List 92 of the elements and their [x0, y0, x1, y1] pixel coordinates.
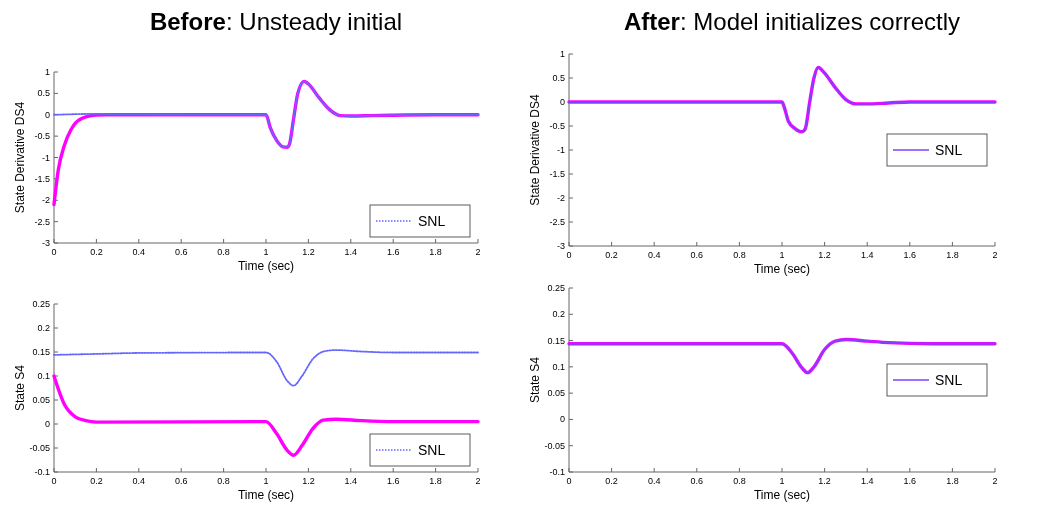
- y-tick-label: -2.5: [34, 216, 50, 227]
- y-tick-label: 0.5: [37, 88, 50, 99]
- x-tick-label: 0.2: [90, 247, 103, 257]
- y-tick-label: -2: [556, 193, 565, 203]
- y-tick-label: 0.2: [552, 309, 565, 320]
- y-tick-label: -1.5: [549, 169, 565, 179]
- y-tick-label: -0.5: [34, 131, 50, 142]
- x-tick-label: 1.6: [386, 476, 400, 486]
- x-tick-label: 1.2: [818, 250, 831, 260]
- x-tick-label: 1.4: [860, 250, 874, 260]
- x-tick-label: 0.6: [174, 247, 188, 257]
- y-tick-label: -0.1: [549, 467, 565, 477]
- y-tick-label: 0.1: [37, 371, 50, 381]
- x-tick-label: 0: [566, 476, 572, 486]
- x-tick-label: 1.6: [903, 250, 917, 260]
- x-tick-label: 0: [51, 247, 57, 257]
- y-tick-label: 1: [44, 67, 50, 77]
- x-tick-label: 1.4: [860, 476, 874, 486]
- y-tick-label: -3: [41, 238, 50, 248]
- x-tick-label: 0.6: [174, 476, 188, 486]
- x-axis-title: Time (sec): [753, 262, 811, 276]
- y-tick-label: 1: [559, 49, 565, 59]
- y-tick-label: 0.25: [32, 299, 50, 309]
- y-axis-title: State Derivative DS4: [13, 101, 27, 214]
- x-tick-label: 0.8: [217, 247, 230, 257]
- x-tick-label: 0: [566, 250, 572, 260]
- x-tick-label: 0.4: [647, 250, 661, 260]
- x-tick-label: 1.4: [344, 476, 358, 486]
- y-tick-label: -0.05: [29, 443, 50, 453]
- x-tick-label: 0.8: [217, 476, 230, 486]
- y-tick-label: -3: [556, 241, 565, 251]
- x-tick-label: 1.8: [429, 476, 442, 486]
- legend-label: SNL: [418, 213, 446, 229]
- y-tick-label: -1: [556, 145, 565, 155]
- y-tick-label: 0: [559, 414, 565, 425]
- x-tick-label: 0.4: [132, 476, 146, 486]
- y-tick-label: 0: [44, 419, 50, 429]
- chart-title: Before: Unsteady initial: [149, 8, 403, 35]
- y-tick-label: 0.15: [547, 335, 565, 346]
- x-tick-label: 1: [779, 250, 785, 260]
- x-tick-label: 2: [992, 476, 998, 486]
- y-tick-label: -0.1: [34, 467, 50, 477]
- x-tick-label: 0.2: [605, 250, 618, 260]
- chart-title: After: Model initializes correctly: [623, 8, 961, 35]
- y-tick-label: 0.2: [37, 323, 50, 333]
- legend-label: SNL: [935, 142, 963, 158]
- x-tick-label: 0.6: [690, 250, 704, 260]
- x-tick-label: 0.8: [733, 250, 746, 260]
- y-tick-label: 0.5: [552, 73, 565, 83]
- x-tick-label: 1.2: [302, 476, 315, 486]
- x-tick-label: 1.8: [429, 247, 442, 257]
- legend-label: SNL: [418, 442, 446, 458]
- y-tick-label: 0.15: [32, 347, 50, 357]
- x-axis-title: Time (sec): [237, 259, 295, 273]
- x-tick-label: 1.4: [344, 247, 358, 257]
- y-tick-label: -2.5: [549, 217, 565, 227]
- x-tick-label: 2: [992, 250, 998, 260]
- y-axis-title: State S4: [528, 356, 542, 404]
- x-tick-label: 0.8: [733, 476, 746, 486]
- y-axis-title: State Derivative DS4: [528, 93, 542, 206]
- y-tick-label: 0.05: [547, 388, 565, 399]
- x-tick-label: 2: [475, 247, 481, 257]
- y-axis-title: State S4: [13, 364, 27, 412]
- y-tick-label: 0.05: [32, 395, 50, 405]
- x-tick-label: 0: [51, 476, 57, 486]
- x-tick-label: 1.2: [302, 247, 315, 257]
- x-tick-label: 1.8: [946, 476, 959, 486]
- y-tick-label: -2: [41, 195, 50, 206]
- x-axis-title: Time (sec): [237, 488, 295, 502]
- y-tick-label: 0: [559, 97, 565, 107]
- y-tick-label: -0.5: [549, 121, 565, 131]
- x-axis-title: Time (sec): [753, 488, 811, 502]
- x-tick-label: 1.2: [818, 476, 831, 486]
- y-tick-label: 0: [44, 109, 50, 120]
- x-tick-label: 1: [779, 476, 785, 486]
- x-tick-label: 1: [263, 247, 269, 257]
- x-tick-label: 1: [263, 476, 269, 486]
- x-tick-label: 0.4: [132, 247, 146, 257]
- x-tick-label: 0.4: [647, 476, 661, 486]
- x-tick-label: 1.6: [903, 476, 917, 486]
- x-tick-label: 1.6: [386, 247, 400, 257]
- x-tick-label: 1.8: [946, 250, 959, 260]
- x-tick-label: 0.2: [90, 476, 103, 486]
- x-tick-label: 0.2: [605, 476, 618, 486]
- y-tick-label: -1.5: [34, 173, 50, 184]
- x-tick-label: 0.6: [690, 476, 704, 486]
- y-tick-label: 0.1: [552, 361, 565, 372]
- y-tick-label: 0.25: [547, 283, 565, 293]
- legend-label: SNL: [935, 372, 963, 388]
- y-tick-label: -0.05: [544, 440, 565, 451]
- x-tick-label: 2: [475, 476, 481, 486]
- y-tick-label: -1: [41, 152, 50, 163]
